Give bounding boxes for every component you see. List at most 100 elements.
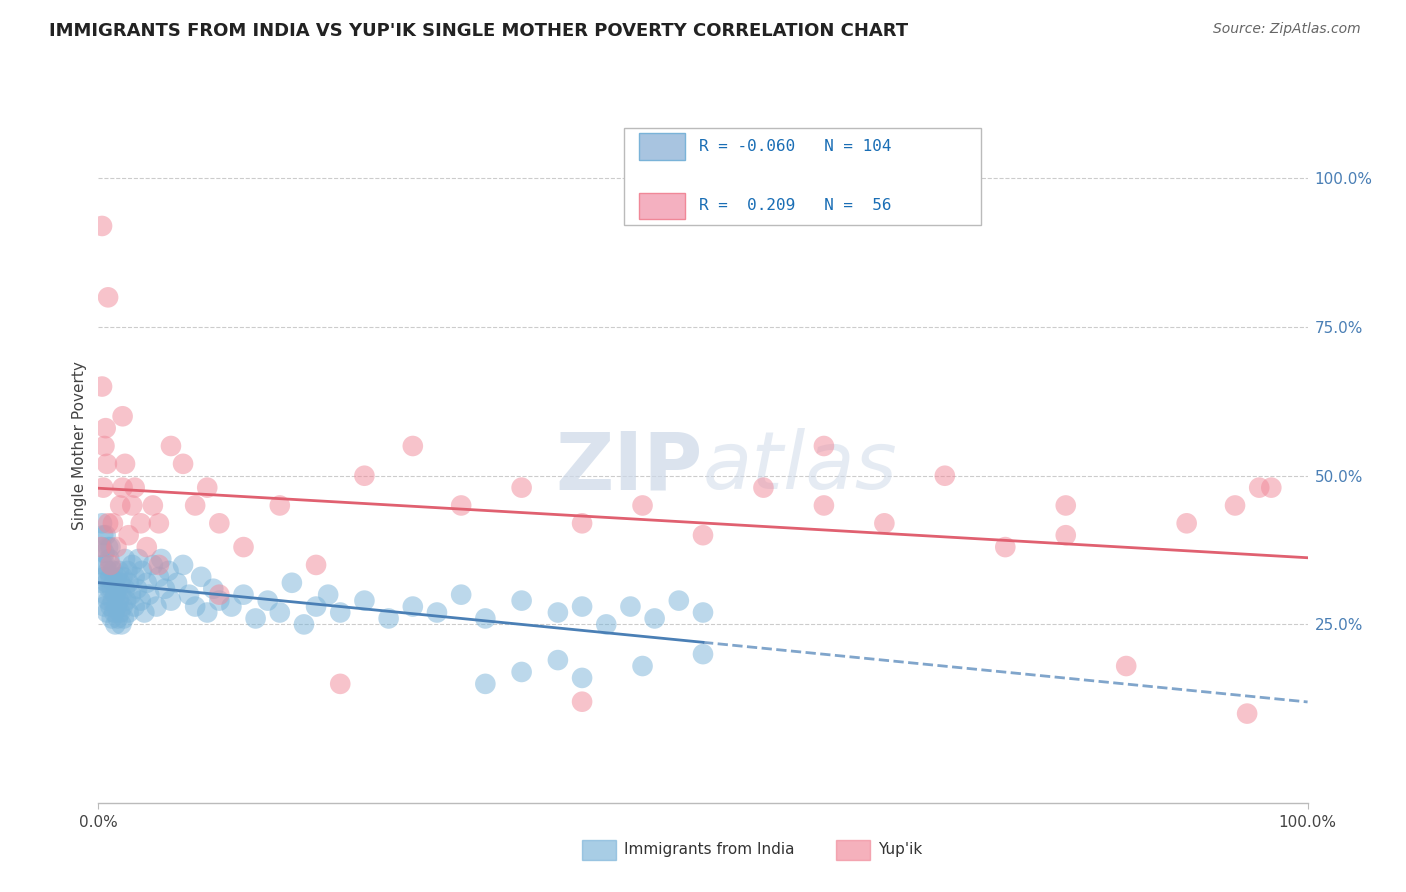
Point xyxy=(148,558,170,572)
Point xyxy=(619,599,641,614)
Point xyxy=(157,564,180,578)
Point xyxy=(129,516,152,531)
Point xyxy=(91,379,114,393)
Point xyxy=(172,558,194,572)
Point xyxy=(245,611,267,625)
Text: Source: ZipAtlas.com: Source: ZipAtlas.com xyxy=(1213,22,1361,37)
Point xyxy=(111,409,134,424)
Point xyxy=(121,558,143,572)
Point xyxy=(474,611,496,625)
Point xyxy=(316,588,339,602)
Point xyxy=(127,582,149,596)
Point xyxy=(98,582,121,596)
Point xyxy=(91,516,114,531)
Point xyxy=(108,564,131,578)
Point xyxy=(195,481,218,495)
Point xyxy=(118,528,141,542)
Point xyxy=(148,516,170,531)
Point xyxy=(127,552,149,566)
Point xyxy=(114,552,136,566)
Point xyxy=(91,481,114,495)
Point xyxy=(100,570,122,584)
Point xyxy=(305,558,328,572)
Point xyxy=(97,564,120,578)
Point xyxy=(115,593,138,607)
FancyBboxPatch shape xyxy=(638,193,685,219)
Point xyxy=(353,593,375,607)
Point xyxy=(142,558,165,572)
Point xyxy=(426,606,449,620)
Point xyxy=(101,593,124,607)
Point xyxy=(138,588,160,602)
Point xyxy=(120,588,142,602)
Point xyxy=(202,582,225,596)
Point xyxy=(692,606,714,620)
Point xyxy=(93,599,115,614)
Point xyxy=(329,606,352,620)
Point xyxy=(100,582,122,596)
Point xyxy=(94,528,117,542)
Point xyxy=(97,540,120,554)
Point xyxy=(160,593,183,607)
Point xyxy=(752,481,775,495)
Point xyxy=(98,552,121,566)
Point xyxy=(1054,499,1077,513)
Point xyxy=(114,457,136,471)
Point xyxy=(232,540,254,554)
Point xyxy=(353,468,375,483)
Point xyxy=(692,528,714,542)
Point xyxy=(124,599,146,614)
Point xyxy=(571,695,593,709)
Point xyxy=(547,653,569,667)
Point xyxy=(94,558,117,572)
Text: Yup'ik: Yup'ik xyxy=(879,842,922,857)
Bar xyxy=(837,840,870,860)
Point xyxy=(124,481,146,495)
Point xyxy=(281,575,304,590)
Point xyxy=(166,575,188,590)
Point xyxy=(142,499,165,513)
Point xyxy=(91,558,114,572)
Point xyxy=(1236,706,1258,721)
Point xyxy=(121,499,143,513)
Point xyxy=(104,588,127,602)
Point xyxy=(91,219,114,233)
Point xyxy=(145,599,167,614)
Point xyxy=(510,665,533,679)
Point xyxy=(269,606,291,620)
Point xyxy=(97,593,120,607)
Point xyxy=(402,599,425,614)
Point xyxy=(93,439,115,453)
Point xyxy=(172,457,194,471)
Point xyxy=(108,606,131,620)
Point xyxy=(813,439,835,453)
Point xyxy=(292,617,315,632)
Point xyxy=(108,499,131,513)
Point xyxy=(644,611,666,625)
Point xyxy=(377,611,399,625)
Point xyxy=(547,606,569,620)
FancyBboxPatch shape xyxy=(638,133,685,160)
Point xyxy=(111,570,134,584)
Point xyxy=(813,499,835,513)
Point xyxy=(595,617,617,632)
Point xyxy=(93,570,115,584)
Point xyxy=(105,540,128,554)
Point xyxy=(101,516,124,531)
Point xyxy=(631,659,654,673)
Point xyxy=(110,588,132,602)
Point xyxy=(94,588,117,602)
Point xyxy=(111,599,134,614)
Point xyxy=(96,457,118,471)
Point xyxy=(111,481,134,495)
Point xyxy=(571,516,593,531)
Y-axis label: Single Mother Poverty: Single Mother Poverty xyxy=(72,361,87,531)
Point xyxy=(90,540,112,554)
Point xyxy=(510,481,533,495)
Point xyxy=(184,499,207,513)
Text: atlas: atlas xyxy=(703,428,898,507)
Point xyxy=(118,575,141,590)
Point xyxy=(94,421,117,435)
Point xyxy=(873,516,896,531)
Point xyxy=(474,677,496,691)
